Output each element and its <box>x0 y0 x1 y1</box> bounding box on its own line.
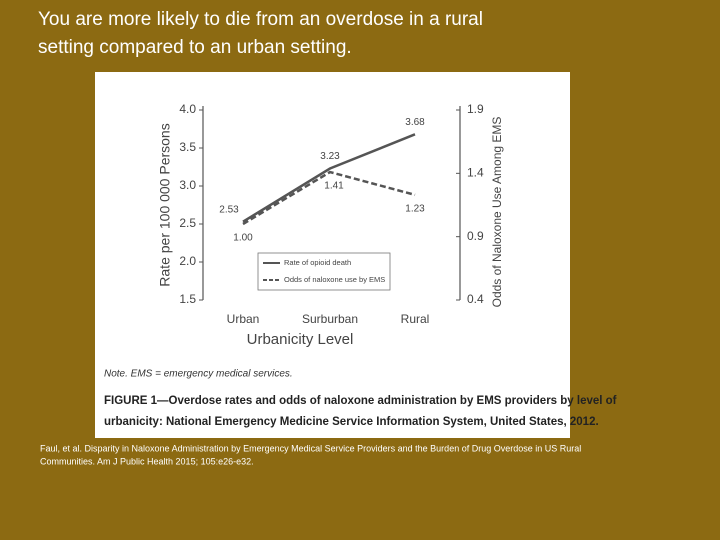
y-tick-label: 3.5 <box>179 140 196 154</box>
y2-tick-label: 1.9 <box>467 102 484 116</box>
caption: FIGURE 1—Overdose rates and odds of nalo… <box>104 395 617 407</box>
y2-tick-label: 0.4 <box>467 292 484 306</box>
data-label: 3.23 <box>320 151 340 162</box>
heading: You are more likely to die from an overd… <box>38 9 483 30</box>
citation: Communities. Am J Public Health 2015; 10… <box>40 456 254 466</box>
data-label: 1.41 <box>324 181 344 192</box>
series-line <box>242 133 416 223</box>
x-axis-label: Urbanicity Level <box>247 331 354 348</box>
y-tick-label: 4.0 <box>179 102 196 116</box>
y-tick-label: 2.5 <box>179 216 196 230</box>
data-label: 1.23 <box>405 204 425 215</box>
caption: urbanicity: National Emergency Medicine … <box>104 416 599 428</box>
legend-label: Rate of opioid death <box>284 258 351 267</box>
heading: setting compared to an urban setting. <box>38 37 352 58</box>
citation: Faul, et al. Disparity in Naloxone Admin… <box>40 443 581 453</box>
x-tick-label: Surburban <box>302 312 358 326</box>
y2-tick-label: 0.9 <box>467 229 484 243</box>
y-tick-label: 1.5 <box>179 292 196 306</box>
y-tick-label: 2.0 <box>179 254 196 268</box>
note: Note. EMS = emergency medical services. <box>104 369 293 380</box>
x-tick-label: Rural <box>401 312 430 326</box>
legend-box <box>257 252 391 291</box>
series-line <box>242 170 416 226</box>
y-axis-label: Rate per 100 000 Persons <box>157 123 173 286</box>
data-label: 3.68 <box>405 117 425 128</box>
y2-tick-label: 1.4 <box>467 166 484 180</box>
data-label: 2.53 <box>219 204 239 215</box>
y-tick-label: 3.0 <box>179 178 196 192</box>
data-label: 1.00 <box>233 233 253 244</box>
x-tick-label: Urban <box>227 312 260 326</box>
legend-label: Odds of naloxone use by EMS <box>284 275 385 284</box>
y2-axis-label: Odds of Naloxone Use Among EMS <box>490 117 504 308</box>
